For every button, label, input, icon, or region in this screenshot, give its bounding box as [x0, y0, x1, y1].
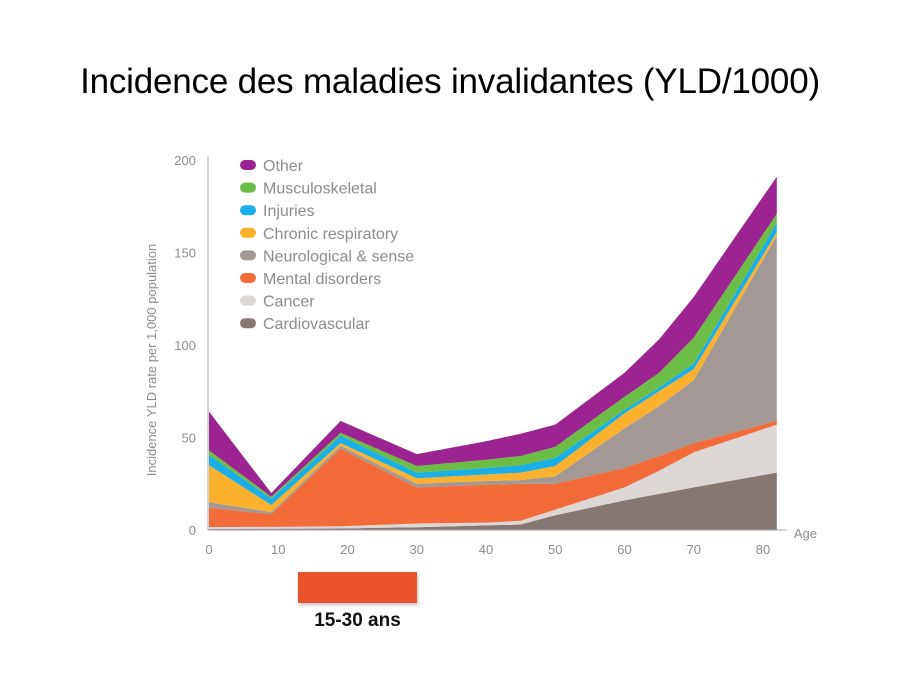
x-tick-label: 30 — [410, 542, 424, 557]
y-tick-label: 100 — [174, 338, 196, 353]
x-tick-label: 40 — [479, 542, 493, 557]
area-cancer — [209, 424, 777, 530]
legend-item: Other — [240, 158, 304, 175]
x-tick-labels: 0 10 20 30 40 50 60 70 80 — [205, 542, 770, 557]
legend-swatch — [240, 318, 256, 329]
y-tick-labels: 0 50 100 150 200 — [174, 153, 196, 538]
legend-swatch — [240, 205, 256, 216]
legend-item: Cardiovascular — [240, 316, 370, 333]
y-tick-label: 0 — [189, 523, 196, 538]
age-range-highlight-bar — [298, 572, 417, 603]
area-other — [209, 176, 777, 497]
legend-label: Other — [263, 158, 304, 175]
area-mental-disorders — [209, 420, 777, 527]
legend-label: Neurological & sense — [263, 248, 414, 265]
area-layers — [209, 176, 777, 530]
legend-item: Mental disorders — [240, 271, 381, 288]
legend-item: Injuries — [240, 203, 315, 220]
y-tick-label: 150 — [174, 246, 196, 261]
legend-swatch — [240, 160, 256, 170]
legend-item: Cancer — [240, 294, 315, 311]
x-tick-label: 20 — [340, 542, 354, 557]
legend-label: Cardiovascular — [263, 316, 370, 333]
x-tick-label: 60 — [617, 542, 631, 557]
legend-swatch — [240, 273, 256, 283]
x-tick-label: 80 — [756, 542, 770, 557]
area-cardiovascular — [209, 472, 777, 530]
legend-label: Cancer — [263, 294, 315, 311]
legend-label: Chronic respiratory — [263, 226, 398, 243]
legend-swatch — [240, 227, 256, 238]
legend-label: Mental disorders — [263, 271, 381, 288]
x-tick-label: 50 — [548, 542, 562, 557]
legend: Other Musculoskeletal Injuries Chronic resp… — [240, 158, 414, 333]
x-axis-title: Age — [794, 526, 817, 541]
legend-item: Musculoskeletal — [240, 181, 377, 198]
y-axis-title: Incidence YLD rate per 1,000 population — [144, 244, 159, 476]
y-tick-label: 200 — [174, 153, 196, 168]
legend-item: Neurological & sense — [240, 248, 414, 265]
slide-title: Incidence des maladies invalidantes (YLD… — [80, 62, 820, 101]
legend-swatch — [240, 295, 256, 306]
y-tick-label: 50 — [182, 431, 196, 446]
legend-swatch — [240, 250, 256, 261]
legend-swatch — [240, 182, 256, 193]
legend-item: Chronic respiratory — [240, 226, 398, 243]
x-tick-label: 10 — [271, 542, 285, 557]
x-tick-label: 70 — [687, 542, 701, 557]
legend-label: Musculoskeletal — [263, 181, 377, 198]
age-range-label: 15-30 ans — [314, 610, 401, 631]
x-tick-label: 0 — [205, 542, 212, 557]
legend-label: Injuries — [263, 203, 315, 220]
area-neurological-sense — [209, 235, 777, 515]
